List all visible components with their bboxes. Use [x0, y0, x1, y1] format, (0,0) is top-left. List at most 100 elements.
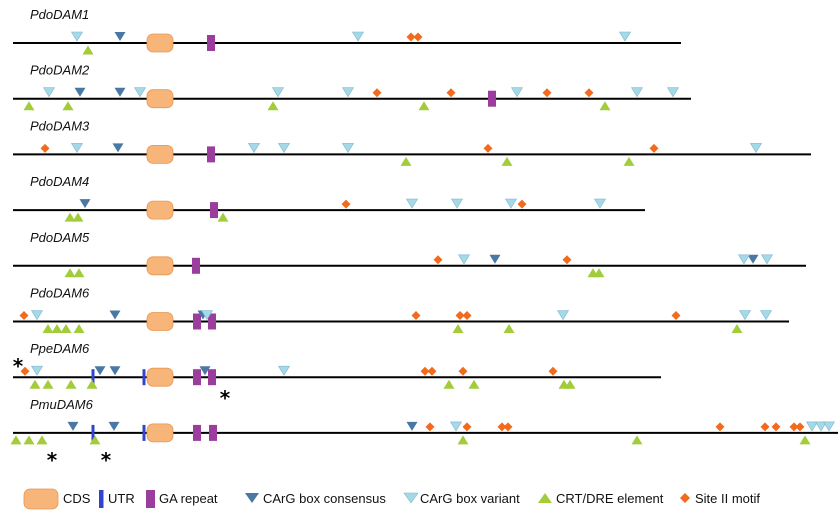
- crt-dre-marker: [82, 45, 94, 55]
- carg-consensus-marker: [94, 366, 106, 376]
- utr-marker: [142, 369, 146, 386]
- crt-dre-marker: [631, 435, 643, 445]
- crt-dre-marker: [443, 379, 455, 389]
- cds-box: [146, 367, 174, 387]
- carg-variant-marker: [449, 421, 463, 432]
- carg-consensus-marker: [747, 254, 759, 264]
- site-ii-marker: [420, 366, 430, 376]
- site-ii-marker: [542, 88, 552, 98]
- ga-repeat-marker: [488, 90, 496, 107]
- legend-item-crt-dre: CRT/DRE element: [538, 491, 664, 506]
- site-ii-marker: [406, 32, 416, 42]
- crt-dre-marker: [86, 379, 98, 389]
- crt-dre-marker: [731, 324, 743, 333]
- carg-variant-marker: [30, 365, 44, 376]
- carg-variant-marker: [504, 198, 518, 209]
- carg-variant-marker: [666, 87, 680, 98]
- carg-variant-marker: [618, 31, 632, 42]
- crt-dre-marker: [267, 101, 279, 111]
- legend-item-ga-repeat: GA repeat: [146, 490, 218, 508]
- gene-label-pdodam2: PdoDAM2: [30, 63, 90, 78]
- site-ii-legend-icon: [680, 493, 690, 503]
- crt-dre-marker: [10, 435, 22, 445]
- site-ii-marker: [497, 422, 507, 432]
- site-ii-marker: [411, 311, 421, 320]
- gene-track-pdodam6: PdoDAM6: [13, 286, 789, 333]
- carg-variant-marker: [593, 198, 607, 209]
- crt-dre-marker: [564, 379, 576, 389]
- asterisk-marker: *: [13, 354, 24, 378]
- utr-legend-swatch: [99, 490, 104, 508]
- site-ii-marker: [446, 88, 456, 98]
- carg-variant-marker: [247, 143, 261, 153]
- asterisk-marker: *: [101, 448, 112, 472]
- carg-variant-marker: [277, 143, 291, 153]
- carg-consensus-marker: [79, 199, 91, 209]
- crt-dre-marker: [62, 101, 74, 111]
- site-ii-marker: [425, 422, 435, 432]
- cds-box: [146, 200, 174, 220]
- crt-dre-marker: [64, 212, 76, 222]
- crt-dre-marker: [799, 435, 811, 445]
- site-ii-marker: [517, 199, 527, 209]
- crt-dre-marker: [29, 379, 41, 389]
- carg-consensus-marker: [114, 32, 126, 41]
- crt-dre-marker: [42, 324, 54, 333]
- site-ii-marker: [503, 422, 513, 432]
- asterisk-marker: *: [220, 386, 231, 410]
- crt-dre-marker: [452, 324, 464, 333]
- carg-consensus-marker: [108, 421, 120, 431]
- crt-dre-marker: [36, 435, 48, 445]
- carg-variant-marker: [70, 31, 84, 42]
- carg-variant-marker: [450, 198, 464, 209]
- carg-variant-marker: [200, 310, 214, 321]
- carg-consensus-marker: [489, 254, 501, 264]
- legend: CDS UTR GA repeat CArG box consensus CAr…: [23, 488, 760, 510]
- cds-box: [146, 256, 174, 276]
- legend-item-site-ii: Site II motif: [680, 491, 760, 506]
- crt-dre-legend-icon: [538, 493, 552, 503]
- crt-dre-marker: [42, 379, 54, 389]
- carg-variant-marker: [405, 198, 419, 209]
- utr-marker: [142, 424, 146, 441]
- site-ii-marker: [760, 422, 770, 432]
- site-ii-marker: [341, 199, 351, 209]
- legend-label-utr: UTR: [108, 491, 135, 506]
- carg-variant-marker: [760, 254, 774, 265]
- gene-tracks: PdoDAM1 PdoDAM2 PdoDAM3 PdoDAM4 PdoDAM5 PdoDA…: [10, 7, 838, 472]
- gene-label-pdodam6: PdoDAM6: [30, 286, 90, 301]
- cds-box: [146, 423, 174, 443]
- carg-variant-marker: [805, 421, 819, 432]
- crt-dre-marker: [593, 268, 605, 278]
- carg-variant-marker: [277, 365, 291, 376]
- carg-variant-marker: [737, 254, 751, 265]
- crt-dre-marker: [73, 268, 85, 278]
- carg-variant-marker: [42, 87, 56, 98]
- cds-legend-swatch: [23, 488, 59, 510]
- site-ii-marker: [462, 311, 472, 320]
- crt-dre-marker: [23, 435, 35, 445]
- gene-track-ppedam6: PpeDAM6 * *: [13, 341, 661, 410]
- ga-repeat-marker: [193, 369, 201, 386]
- carg-consensus-marker: [199, 366, 211, 376]
- carg-variant-marker: [749, 143, 763, 153]
- carg-consensus-marker: [109, 366, 121, 376]
- cds-box: [146, 89, 174, 109]
- carg-variant-marker: [738, 310, 752, 321]
- site-ii-marker: [795, 422, 805, 432]
- gene-track-pdodam2: PdoDAM2: [13, 63, 691, 111]
- crt-dre-marker: [89, 435, 101, 445]
- crt-dre-marker: [217, 212, 229, 222]
- crt-dre-marker: [623, 156, 635, 166]
- site-ii-marker: [455, 311, 465, 320]
- site-ii-marker: [372, 88, 382, 98]
- crt-dre-marker: [60, 324, 72, 333]
- site-ii-marker: [715, 422, 725, 432]
- gene-track-pmudam6: PmuDAM6 * *: [10, 397, 838, 472]
- cds-box: [146, 144, 174, 164]
- site-ii-marker: [40, 143, 50, 153]
- crt-dre-marker: [468, 379, 480, 389]
- carg-variant-marker: [556, 310, 570, 321]
- carg-consensus-marker: [114, 87, 126, 97]
- ga-repeat-marker: [208, 369, 216, 386]
